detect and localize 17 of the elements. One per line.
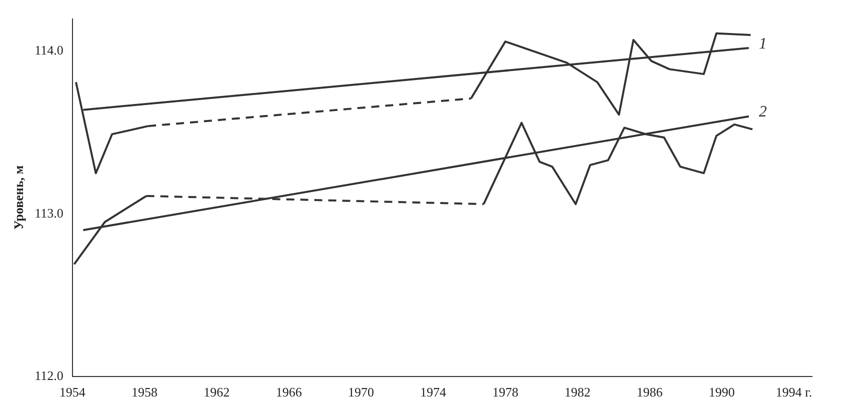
x-tick-label: 1966	[276, 384, 302, 400]
series-label: 2	[758, 104, 767, 121]
y-tick-label: 112.0	[34, 368, 64, 383]
x-tick-label: 1982	[564, 384, 590, 400]
y-tick-label: 114.0	[34, 42, 64, 58]
x-tick-label: 1994 г.	[776, 384, 812, 400]
x-tick-label: 1986	[636, 384, 664, 400]
x-tick-label: 1958	[132, 384, 158, 400]
y-tick-label: 113.0	[34, 205, 64, 220]
series-label: 1	[758, 35, 767, 52]
x-tick-label: 1962	[204, 384, 230, 400]
x-tick-label: 1990	[708, 384, 735, 400]
x-tick-label: 1954	[59, 384, 86, 400]
x-tick-label: 1970	[348, 384, 374, 400]
y-axis-title: Уровень, м	[11, 165, 26, 230]
x-tick-label: 1974	[420, 384, 447, 400]
x-tick-label: 1978	[492, 384, 518, 400]
